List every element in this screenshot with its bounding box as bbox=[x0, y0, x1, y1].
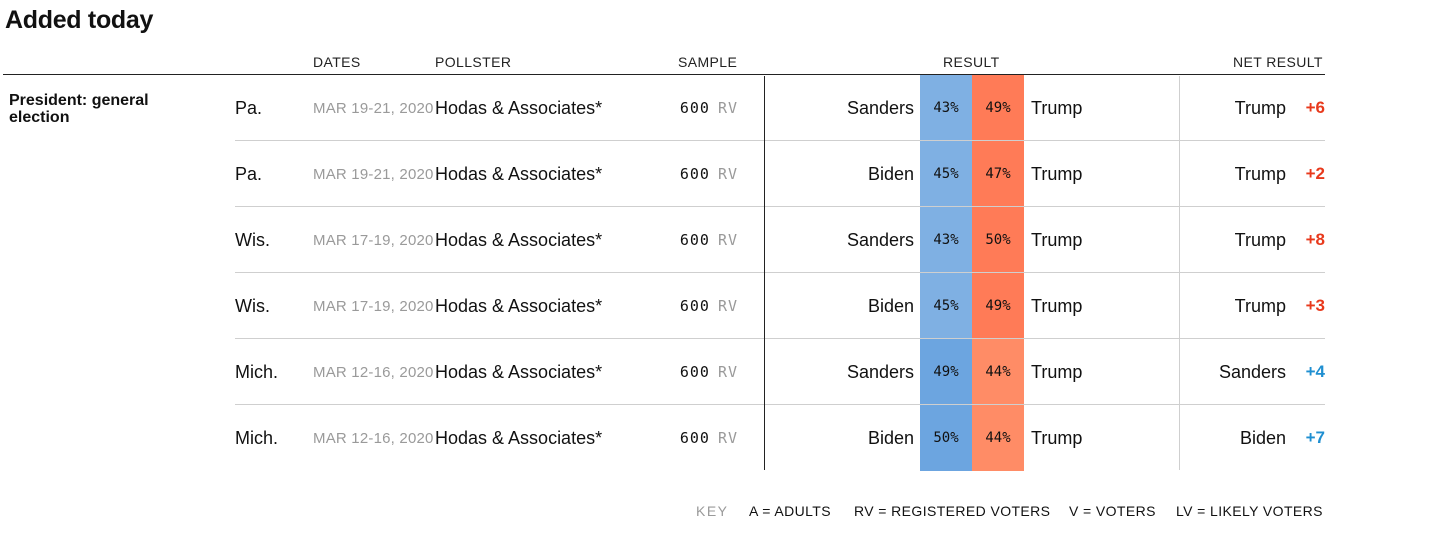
candidate-dem: Sanders bbox=[846, 361, 914, 382]
sample-size: 600 bbox=[679, 297, 710, 315]
net-result-margin: +6 bbox=[1305, 98, 1325, 117]
dates-cell: MAR 17-19, 2020 bbox=[313, 231, 434, 249]
result-pct-rep: 49% bbox=[972, 273, 1024, 339]
result-pct-dem: 49% bbox=[920, 339, 972, 405]
pollster-cell: Hodas & Associates* bbox=[435, 427, 603, 448]
header-pollster: POLLSTER bbox=[435, 54, 512, 70]
header-sample: SAMPLE bbox=[678, 54, 738, 70]
net-result-margin: +3 bbox=[1305, 296, 1325, 315]
pollster-cell: Hodas & Associates* bbox=[435, 163, 603, 184]
dates-cell: MAR 12-16, 2020 bbox=[313, 429, 434, 447]
sample-type: RV bbox=[717, 363, 738, 381]
net-result-leader: Sanders bbox=[1218, 361, 1286, 382]
sample-type: RV bbox=[717, 429, 738, 447]
table-row: Wis. MAR 17-19, 2020 Hodas & Associates* 60… bbox=[0, 273, 1456, 339]
net-result-margin: +7 bbox=[1305, 428, 1325, 447]
sample-type: RV bbox=[717, 99, 738, 117]
result-pct-dem: 45% bbox=[920, 141, 972, 207]
state-cell: Pa. bbox=[235, 97, 263, 118]
pollster-cell: Hodas & Associates* bbox=[435, 97, 603, 118]
sample-type: RV bbox=[717, 231, 738, 249]
dates-cell: MAR 19-21, 2020 bbox=[313, 99, 434, 117]
result-pct-dem: 43% bbox=[920, 207, 972, 273]
result-pct-dem: 45% bbox=[920, 273, 972, 339]
sample-size: 600 bbox=[679, 231, 710, 249]
candidate-dem: Biden bbox=[867, 163, 914, 184]
result-divider bbox=[764, 76, 765, 470]
sample-cell: 600 RV bbox=[640, 339, 738, 405]
sample-size: 600 bbox=[679, 165, 710, 183]
table-row: Mich. MAR 12-16, 2020 Hodas & Associates* 6… bbox=[0, 405, 1456, 471]
row-divider bbox=[235, 404, 1325, 405]
candidate-rep: Trump bbox=[1031, 295, 1083, 316]
row-divider bbox=[235, 140, 1325, 141]
sample-type: RV bbox=[717, 297, 738, 315]
header-dates: DATES bbox=[313, 54, 361, 70]
state-cell: Mich. bbox=[235, 427, 279, 448]
net-result-leader: Trump bbox=[1234, 229, 1286, 250]
race-label: President: general election bbox=[9, 92, 149, 126]
result-pct-rep: 49% bbox=[972, 75, 1024, 141]
table-row: Pa. MAR 19-21, 2020 Hodas & Associates* 600… bbox=[0, 75, 1456, 141]
net-result-leader: Trump bbox=[1234, 163, 1286, 184]
header-divider bbox=[3, 74, 1325, 75]
result-pct-rep: 44% bbox=[972, 405, 1024, 471]
net-result-margin: +4 bbox=[1305, 362, 1325, 381]
result-pct-rep: 44% bbox=[972, 339, 1024, 405]
key-adults: A = ADULTS bbox=[749, 503, 831, 519]
row-divider bbox=[235, 272, 1325, 273]
candidate-rep: Trump bbox=[1031, 427, 1083, 448]
result-pct-rep: 50% bbox=[972, 207, 1024, 273]
state-cell: Mich. bbox=[235, 361, 279, 382]
result-pct-dem: 50% bbox=[920, 405, 972, 471]
net-result-leader: Biden bbox=[1239, 427, 1286, 448]
net-result-divider bbox=[1179, 76, 1180, 470]
sample-type: RV bbox=[717, 165, 738, 183]
header-result: RESULT bbox=[943, 54, 1000, 70]
dates-cell: MAR 19-21, 2020 bbox=[313, 165, 434, 183]
key-label: KEY bbox=[696, 503, 729, 519]
candidate-dem: Biden bbox=[867, 295, 914, 316]
table-row: Wis. MAR 17-19, 2020 Hodas & Associates* 60… bbox=[0, 207, 1456, 273]
sample-cell: 600 RV bbox=[640, 273, 738, 339]
candidate-rep: Trump bbox=[1031, 229, 1083, 250]
state-cell: Wis. bbox=[235, 295, 270, 316]
key-registered-voters: RV = REGISTERED VOTERS bbox=[854, 503, 1051, 519]
candidate-rep: Trump bbox=[1031, 361, 1083, 382]
page-title: Added today bbox=[5, 6, 154, 34]
pollster-cell: Hodas & Associates* bbox=[435, 361, 603, 382]
candidate-rep: Trump bbox=[1031, 97, 1083, 118]
dates-cell: MAR 12-16, 2020 bbox=[313, 363, 434, 381]
key-voters: V = VOTERS bbox=[1069, 503, 1156, 519]
dates-cell: MAR 17-19, 2020 bbox=[313, 297, 434, 315]
net-result-leader: Trump bbox=[1234, 295, 1286, 316]
row-divider bbox=[235, 338, 1325, 339]
pollster-cell: Hodas & Associates* bbox=[435, 295, 603, 316]
header-net-result: NET RESULT bbox=[1233, 54, 1323, 70]
sample-cell: 600 RV bbox=[640, 207, 738, 273]
sample-cell: 600 RV bbox=[640, 405, 738, 471]
pollster-cell: Hodas & Associates* bbox=[435, 229, 603, 250]
result-pct-dem: 43% bbox=[920, 75, 972, 141]
net-result-margin: +2 bbox=[1305, 164, 1325, 183]
sample-cell: 600 RV bbox=[640, 75, 738, 141]
key-likely-voters: LV = LIKELY VOTERS bbox=[1176, 503, 1323, 519]
state-cell: Pa. bbox=[235, 163, 263, 184]
state-cell: Wis. bbox=[235, 229, 270, 250]
net-result-leader: Trump bbox=[1234, 97, 1286, 118]
sample-cell: 600 RV bbox=[640, 141, 738, 207]
sample-size: 600 bbox=[679, 99, 710, 117]
candidate-dem: Sanders bbox=[846, 97, 914, 118]
candidate-dem: Sanders bbox=[846, 229, 914, 250]
table-row: Mich. MAR 12-16, 2020 Hodas & Associates* 6… bbox=[0, 339, 1456, 405]
sample-size: 600 bbox=[679, 429, 710, 447]
candidate-rep: Trump bbox=[1031, 163, 1083, 184]
result-pct-rep: 47% bbox=[972, 141, 1024, 207]
sample-size: 600 bbox=[679, 363, 710, 381]
net-result-margin: +8 bbox=[1305, 230, 1325, 249]
row-divider bbox=[235, 206, 1325, 207]
table-row: Pa. MAR 19-21, 2020 Hodas & Associates* 600… bbox=[0, 141, 1456, 207]
candidate-dem: Biden bbox=[867, 427, 914, 448]
